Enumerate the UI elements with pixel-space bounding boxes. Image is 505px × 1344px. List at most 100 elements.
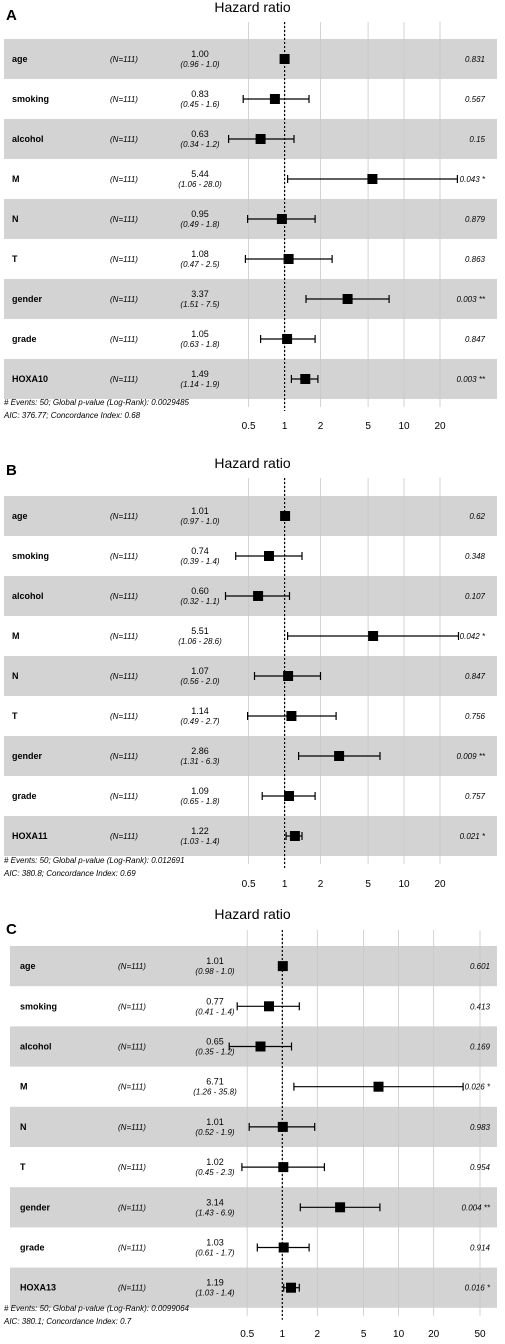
row-variable-label: HOXA11 — [12, 831, 48, 841]
row-hr-estimate: 1.14 — [191, 706, 209, 716]
x-tick-label: 0.5 — [242, 879, 256, 890]
row-n-label: (N=111) — [110, 792, 138, 801]
row-hr-estimate: 1.07 — [191, 666, 209, 676]
row-variable-label: age — [12, 511, 28, 521]
row-hr-estimate: 1.00 — [191, 49, 209, 59]
hr-point-marker — [264, 1001, 274, 1012]
row-hr-estimate: 1.03 — [206, 1238, 224, 1248]
forest-row-m: M (N=111) 6.71(1.26 - 35.8) 0.026 * — [20, 1077, 491, 1097]
footnote-aic: AIC: 376.77; Concordance Index: 0.68 — [3, 411, 141, 420]
row-p-value: 0.847 — [465, 335, 486, 344]
chart-title: Hazard ratio — [214, 906, 290, 922]
row-ci-text: (0.96 - 1.0) — [180, 60, 219, 69]
row-n-label: (N=111) — [110, 55, 138, 64]
forest-row-n: N (N=111) 1.07(0.56 - 2.0) 0.847 — [12, 666, 486, 686]
row-p-value: 0.756 — [465, 712, 486, 721]
row-p-value: 0.863 — [465, 255, 486, 264]
row-ci-text: (0.41 - 1.4) — [195, 1007, 234, 1016]
row-p-value: 0.021 * — [460, 832, 486, 841]
row-variable-label: gender — [12, 294, 43, 304]
hr-point-marker — [276, 214, 287, 224]
row-p-value: 0.003 ** — [457, 375, 486, 384]
row-ci-text: (0.63 - 1.8) — [180, 340, 219, 349]
x-tick-label: 5 — [361, 1329, 367, 1339]
row-n-label: (N=111) — [110, 752, 138, 761]
row-hr-estimate: 1.22 — [191, 826, 209, 836]
forest-row-age: age (N=111) 1.00(0.96 - 1.0) 0.831 — [12, 49, 485, 69]
footnote-events: # Events: 50; Global p-value (Log-Rank):… — [4, 398, 190, 407]
forest-row-hoxa11: HOXA11 (N=111) 1.22(1.03 - 1.4) 0.021 * — [12, 826, 486, 846]
row-hr-estimate: 1.49 — [191, 369, 209, 379]
hr-point-marker — [284, 791, 294, 801]
forest-row-t: T (N=111) 1.14(0.49 - 2.7) 0.756 — [12, 706, 486, 726]
row-n-label: (N=111) — [110, 215, 138, 224]
row-p-value: 0.169 — [470, 1043, 491, 1052]
panel-label: C — [6, 921, 17, 938]
row-band — [4, 736, 497, 776]
row-variable-label: gender — [12, 751, 43, 761]
row-p-value: 0.983 — [470, 1123, 491, 1132]
row-n-label: (N=111) — [118, 962, 146, 971]
row-variable-label: T — [12, 711, 18, 721]
row-n-label: (N=111) — [118, 1043, 146, 1052]
x-tick-label: 20 — [434, 421, 446, 432]
row-band — [4, 359, 497, 399]
row-variable-label: smoking — [12, 94, 49, 104]
footnote-aic: AIC: 380.1; Concordance Index: 0.7 — [3, 1317, 132, 1326]
row-n-label: (N=111) — [110, 135, 138, 144]
forest-row-gender: gender (N=111) 3.14(1.43 - 6.9) 0.004 ** — [20, 1197, 491, 1217]
forest-row-alcohol: alcohol (N=111) 0.65(0.35 - 1.2) 0.169 — [20, 1037, 491, 1057]
hr-point-marker — [334, 751, 345, 761]
row-ci-text: (1.03 - 1.4) — [195, 1289, 234, 1298]
row-variable-label: age — [12, 54, 28, 64]
forest-row-gender: gender (N=111) 2.86(1.31 - 6.3) 0.009 ** — [12, 746, 486, 766]
forest-panel-a: A Hazard ratio age (N=111) 1.00(0.96 - 1.0) 0… — [3, 0, 497, 432]
row-p-value: 0.914 — [470, 1244, 491, 1253]
row-p-value: 0.15 — [469, 135, 485, 144]
hr-point-marker — [373, 1081, 384, 1092]
row-p-value: 0.107 — [465, 592, 486, 601]
row-variable-label: gender — [20, 1202, 51, 1212]
row-band — [4, 279, 497, 319]
forest-row-hoxa10: HOXA10 (N=111) 1.49(1.14 - 1.9) 0.003 ** — [12, 369, 486, 389]
row-ci-text: (0.49 - 2.7) — [180, 717, 219, 726]
x-tick-label: 10 — [398, 421, 410, 432]
row-ci-text: (0.65 - 1.8) — [180, 797, 219, 806]
row-p-value: 0.003 ** — [457, 295, 486, 304]
row-hr-estimate: 0.74 — [191, 546, 209, 556]
row-ci-text: (0.45 - 1.6) — [180, 100, 219, 109]
footnote-events: # Events: 50; Global p-value (Log-Rank):… — [4, 856, 185, 865]
row-band — [4, 656, 497, 696]
row-n-label: (N=111) — [110, 832, 138, 841]
row-ci-text: (0.52 - 1.9) — [195, 1128, 234, 1137]
row-variable-label: smoking — [20, 1001, 57, 1011]
row-p-value: 0.757 — [465, 792, 486, 801]
row-n-label: (N=111) — [118, 1163, 146, 1172]
row-variable-label: grade — [20, 1243, 45, 1253]
row-n-label: (N=111) — [118, 1123, 146, 1132]
hr-point-marker — [264, 551, 274, 561]
row-hr-estimate: 1.05 — [191, 329, 209, 339]
forest-row-grade: grade (N=111) 1.09(0.65 - 1.8) 0.757 — [12, 786, 486, 806]
forest-row-m: M (N=111) 5.44(1.06 - 28.0) 0.043 * — [12, 169, 486, 189]
row-ci-text: (0.49 - 1.8) — [180, 220, 219, 229]
x-tick-label: 2 — [318, 421, 324, 432]
forest-row-smoking: smoking (N=111) 0.77(0.41 - 1.4) 0.413 — [20, 996, 491, 1016]
forest-row-grade: grade (N=111) 1.03(0.61 - 1.7) 0.914 — [20, 1238, 491, 1258]
row-n-label: (N=111) — [118, 1203, 146, 1212]
row-hr-estimate: 3.37 — [191, 289, 209, 299]
row-variable-label: smoking — [12, 551, 49, 561]
row-p-value: 0.009 ** — [457, 752, 486, 761]
footnote-aic: AIC: 380.8; Concordance Index: 0.69 — [3, 869, 136, 878]
row-ci-text: (0.56 - 2.0) — [180, 677, 219, 686]
x-tick-label: 1 — [280, 1329, 286, 1339]
hr-point-marker — [279, 54, 290, 64]
hr-point-marker — [277, 961, 288, 972]
row-ci-text: (1.06 - 28.0) — [178, 180, 222, 189]
row-variable-label: HOXA10 — [12, 374, 48, 384]
row-n-label: (N=111) — [110, 295, 138, 304]
row-ci-text: (0.47 - 2.5) — [180, 260, 219, 269]
row-hr-estimate: 5.44 — [191, 169, 209, 179]
row-hr-estimate: 1.01 — [206, 956, 224, 966]
